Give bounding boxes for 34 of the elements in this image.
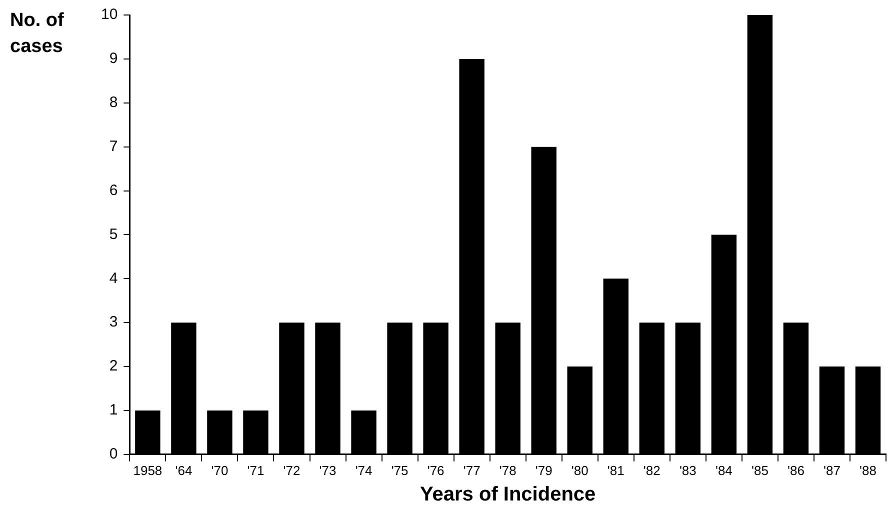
x-tick-label: '64 [175,462,192,478]
x-tick-label: '76 [427,462,444,478]
y-tick-label: 9 [109,50,118,68]
x-tick-label: '71 [247,462,264,478]
x-tick-label: '79 [535,462,552,478]
x-tick-label: '86 [787,462,804,478]
x-tick-label: '74 [355,462,372,478]
x-tick-label: 1958 [133,462,162,478]
x-axis-title: Years of Incidence [420,484,596,506]
x-tick-label: '80 [571,462,588,478]
y-tick-label: 0 [109,446,118,463]
y-tick-label: 7 [109,138,118,155]
x-tick-label: '83 [679,462,696,478]
y-tick-label: 4 [109,270,118,287]
y-tick-label: 10 [100,6,118,24]
x-tick-label: '88 [860,462,876,478]
y-tick-label: 6 [109,182,118,199]
x-tick-label: '85 [751,462,768,478]
y-tick-label: 2 [109,358,118,375]
y-axis-title: No. of cases [10,9,65,59]
x-tick-label: '82 [643,462,660,478]
x-tick-label: '78 [499,462,516,478]
x-tick-label: '81 [607,462,624,478]
x-tick-label: '77 [463,462,480,478]
x-tick-label: '84 [715,462,732,478]
y-tick-label: 1 [109,402,118,419]
y-tick-label: 5 [109,226,118,243]
x-tick-label: '72 [283,462,300,478]
x-tick-label: '75 [391,462,408,478]
y-tick-label: 3 [109,314,118,331]
x-tick-label: '87 [824,462,840,478]
y-tick-label: 8 [109,94,118,112]
x-tick-label: '70 [211,462,228,478]
x-tick-label: '73 [319,462,336,478]
